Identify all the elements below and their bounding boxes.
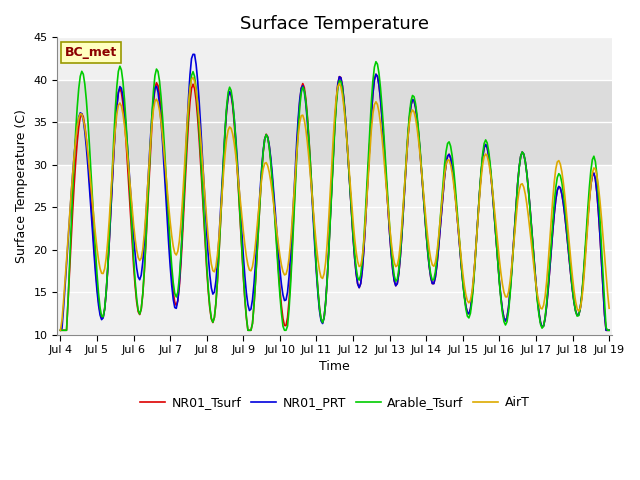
NR01_Tsurf: [369, 91, 377, 96]
NR01_PRT: [189, 51, 197, 57]
AirT: [189, 74, 197, 80]
X-axis label: Time: Time: [319, 360, 350, 373]
Line: Arable_Tsurf: Arable_Tsurf: [60, 62, 609, 330]
Title: Surface Temperature: Surface Temperature: [240, 15, 429, 33]
NR01_PRT: [371, 77, 378, 83]
NR01_PRT: [540, 323, 547, 329]
AirT: [540, 302, 547, 308]
AirT: [605, 305, 613, 311]
Arable_Tsurf: [401, 178, 409, 184]
NR01_Tsurf: [72, 159, 79, 165]
NR01_PRT: [56, 327, 64, 333]
Arable_Tsurf: [389, 261, 397, 267]
NR01_PRT: [72, 136, 79, 142]
NR01_PRT: [389, 267, 397, 273]
AirT: [371, 102, 378, 108]
Arable_Tsurf: [605, 327, 613, 333]
NR01_PRT: [605, 327, 613, 333]
AirT: [159, 134, 166, 140]
Arable_Tsurf: [540, 323, 547, 329]
NR01_Tsurf: [372, 72, 380, 77]
Arable_Tsurf: [369, 78, 377, 84]
Line: AirT: AirT: [60, 77, 609, 330]
NR01_PRT: [159, 140, 166, 146]
Line: NR01_Tsurf: NR01_Tsurf: [60, 74, 609, 330]
Y-axis label: Surface Temperature (C): Surface Temperature (C): [15, 109, 28, 263]
NR01_Tsurf: [56, 327, 64, 333]
Arable_Tsurf: [56, 327, 64, 333]
AirT: [401, 177, 409, 183]
Arable_Tsurf: [159, 114, 166, 120]
Arable_Tsurf: [372, 59, 380, 65]
NR01_Tsurf: [401, 182, 409, 188]
AirT: [72, 137, 79, 143]
AirT: [56, 327, 64, 333]
Bar: [58, 80, 612, 165]
AirT: [389, 251, 397, 257]
NR01_PRT: [401, 182, 409, 188]
NR01_Tsurf: [605, 327, 613, 333]
Line: NR01_PRT: NR01_PRT: [60, 54, 609, 330]
NR01_Tsurf: [389, 267, 397, 273]
Legend: NR01_Tsurf, NR01_PRT, Arable_Tsurf, AirT: NR01_Tsurf, NR01_PRT, Arable_Tsurf, AirT: [135, 391, 534, 414]
NR01_Tsurf: [159, 129, 166, 134]
Text: BC_met: BC_met: [65, 46, 117, 59]
NR01_Tsurf: [540, 323, 547, 329]
Arable_Tsurf: [72, 129, 79, 134]
